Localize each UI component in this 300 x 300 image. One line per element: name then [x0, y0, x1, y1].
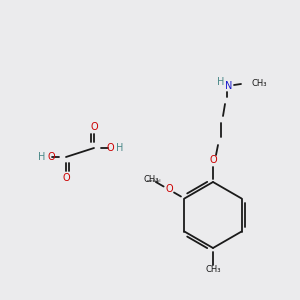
Text: H: H: [38, 152, 46, 162]
Text: CH₃: CH₃: [251, 80, 266, 88]
Text: O: O: [165, 184, 172, 194]
Text: O: O: [90, 122, 98, 132]
Text: methyl: methyl: [147, 179, 161, 183]
Text: CH₃: CH₃: [144, 175, 159, 184]
Text: O: O: [209, 155, 217, 165]
Text: H: H: [217, 77, 225, 87]
Text: O: O: [106, 143, 114, 153]
Text: O: O: [47, 152, 55, 162]
Text: H: H: [116, 143, 124, 153]
Text: CH₃: CH₃: [205, 266, 221, 274]
Text: N: N: [225, 81, 233, 91]
Text: O: O: [62, 173, 70, 183]
